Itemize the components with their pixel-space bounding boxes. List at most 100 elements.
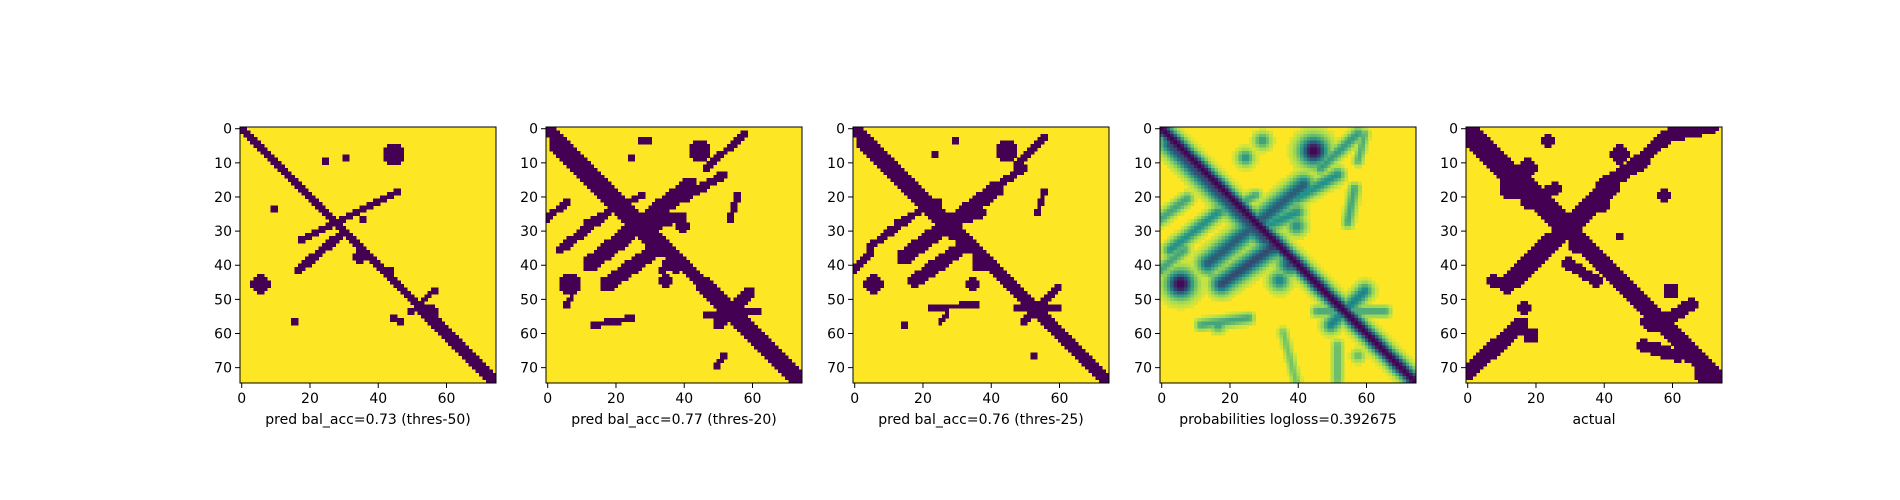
heatmap-cell — [1020, 304, 1025, 309]
heatmap-cell — [1361, 280, 1366, 285]
heatmap-cell — [566, 236, 571, 241]
heatmap-cell — [1344, 171, 1349, 176]
heatmap-cell — [1255, 249, 1260, 254]
heatmap-cell — [965, 284, 970, 288]
heatmap-cell — [1173, 246, 1178, 251]
heatmap-cell — [969, 208, 973, 213]
heatmap-cell — [890, 229, 895, 234]
heatmap-cell — [866, 137, 871, 142]
heatmap-cell — [924, 236, 929, 241]
heatmap-cell — [692, 154, 697, 159]
heatmap-cell — [1241, 195, 1246, 200]
heatmap-cell — [1160, 154, 1164, 159]
heatmap-cell — [893, 161, 898, 165]
heatmap-cell — [945, 304, 949, 309]
heatmap-cell — [1003, 284, 1007, 288]
heatmap-cell — [1340, 301, 1345, 305]
heatmap-cell — [1327, 307, 1332, 312]
heatmap-cell — [1313, 130, 1318, 135]
heatmap-cell — [1235, 164, 1239, 169]
heatmap-cell — [1197, 185, 1202, 189]
heatmap-cell — [675, 222, 680, 227]
heatmap-cell — [996, 263, 1001, 268]
heatmap-cell — [938, 198, 943, 203]
heatmap-cell — [774, 348, 779, 353]
heatmap-cell — [989, 256, 994, 261]
heatmap-cell — [1204, 225, 1209, 230]
heatmap-cell — [1163, 280, 1168, 285]
heatmap-cell — [386, 195, 391, 200]
heatmap-cell — [621, 215, 625, 220]
heatmap-cell — [740, 301, 745, 305]
heatmap-cell — [424, 294, 429, 299]
heatmap-cell — [1190, 157, 1195, 162]
heatmap-cell — [1105, 372, 1110, 377]
heatmap-cell — [1003, 174, 1007, 179]
heatmap-cell — [665, 212, 670, 217]
heatmap-cell — [1228, 243, 1233, 247]
heatmap-cell — [890, 178, 895, 183]
heatmap-cell — [359, 246, 364, 251]
heatmap-cell — [883, 161, 888, 165]
heatmap-cell — [870, 287, 874, 292]
heatmap-cell — [757, 328, 762, 333]
heatmap-cell — [907, 277, 912, 281]
heatmap-cell — [627, 263, 632, 268]
heatmap-cell — [870, 239, 874, 244]
heatmap-cell — [1340, 219, 1345, 223]
heatmap-cell — [1037, 318, 1042, 322]
heatmap-cell — [1177, 239, 1181, 244]
heatmap-cell — [778, 369, 782, 374]
heatmap-cell — [897, 185, 902, 189]
heatmap-cell — [356, 253, 360, 258]
heatmap-cell — [1323, 140, 1328, 145]
heatmap-cell — [696, 270, 700, 275]
heatmap-cell — [604, 243, 608, 247]
heatmap-cell — [1248, 229, 1253, 234]
heatmap-cell — [1170, 205, 1175, 210]
heatmap-cell — [573, 167, 578, 172]
heatmap-cell — [1334, 178, 1338, 183]
heatmap-cell — [318, 253, 323, 258]
heatmap-cell — [1160, 144, 1164, 148]
heatmap-cell — [1340, 137, 1345, 142]
heatmap-cell — [1177, 208, 1181, 213]
heatmap-cell — [294, 266, 299, 271]
heatmap-cell — [1190, 246, 1195, 251]
heatmap-cell — [1252, 263, 1256, 268]
heatmap-cell — [1170, 127, 1175, 131]
heatmap-cell — [893, 229, 898, 234]
heatmap-cell — [1207, 195, 1212, 200]
heatmap-cell — [260, 290, 265, 295]
heatmap-cell — [1166, 202, 1171, 206]
heatmap-cell — [580, 157, 584, 162]
heatmap-cell — [1211, 185, 1216, 189]
heatmap-cell — [1224, 225, 1229, 230]
heatmap-cell — [1197, 167, 1202, 172]
heatmap-cell — [648, 140, 653, 145]
heatmap-cell — [1006, 287, 1011, 292]
heatmap-cell — [979, 208, 984, 213]
heatmap-cell — [907, 215, 912, 220]
heatmap-cell — [1224, 260, 1229, 264]
heatmap-cell — [461, 345, 466, 350]
heatmap-cell — [590, 219, 595, 223]
heatmap-cell — [914, 239, 919, 244]
heatmap-cell — [1255, 191, 1260, 196]
heatmap-cell — [593, 215, 598, 220]
heatmap-cell — [1194, 284, 1198, 288]
heatmap-cell — [655, 232, 660, 237]
heatmap-cell — [921, 277, 926, 281]
heatmap-cell — [1231, 263, 1236, 268]
heatmap-cell — [1368, 133, 1373, 138]
heatmap-cell — [1296, 270, 1301, 275]
heatmap-cell — [1262, 270, 1267, 275]
heatmap-cell — [1354, 133, 1359, 138]
heatmap-cell — [1354, 185, 1359, 189]
heatmap-cell — [1303, 140, 1308, 145]
heatmap-cell — [679, 260, 683, 264]
heatmap-cell — [1286, 236, 1291, 241]
heatmap-cell — [1224, 273, 1229, 278]
heatmap-cell — [655, 246, 660, 251]
